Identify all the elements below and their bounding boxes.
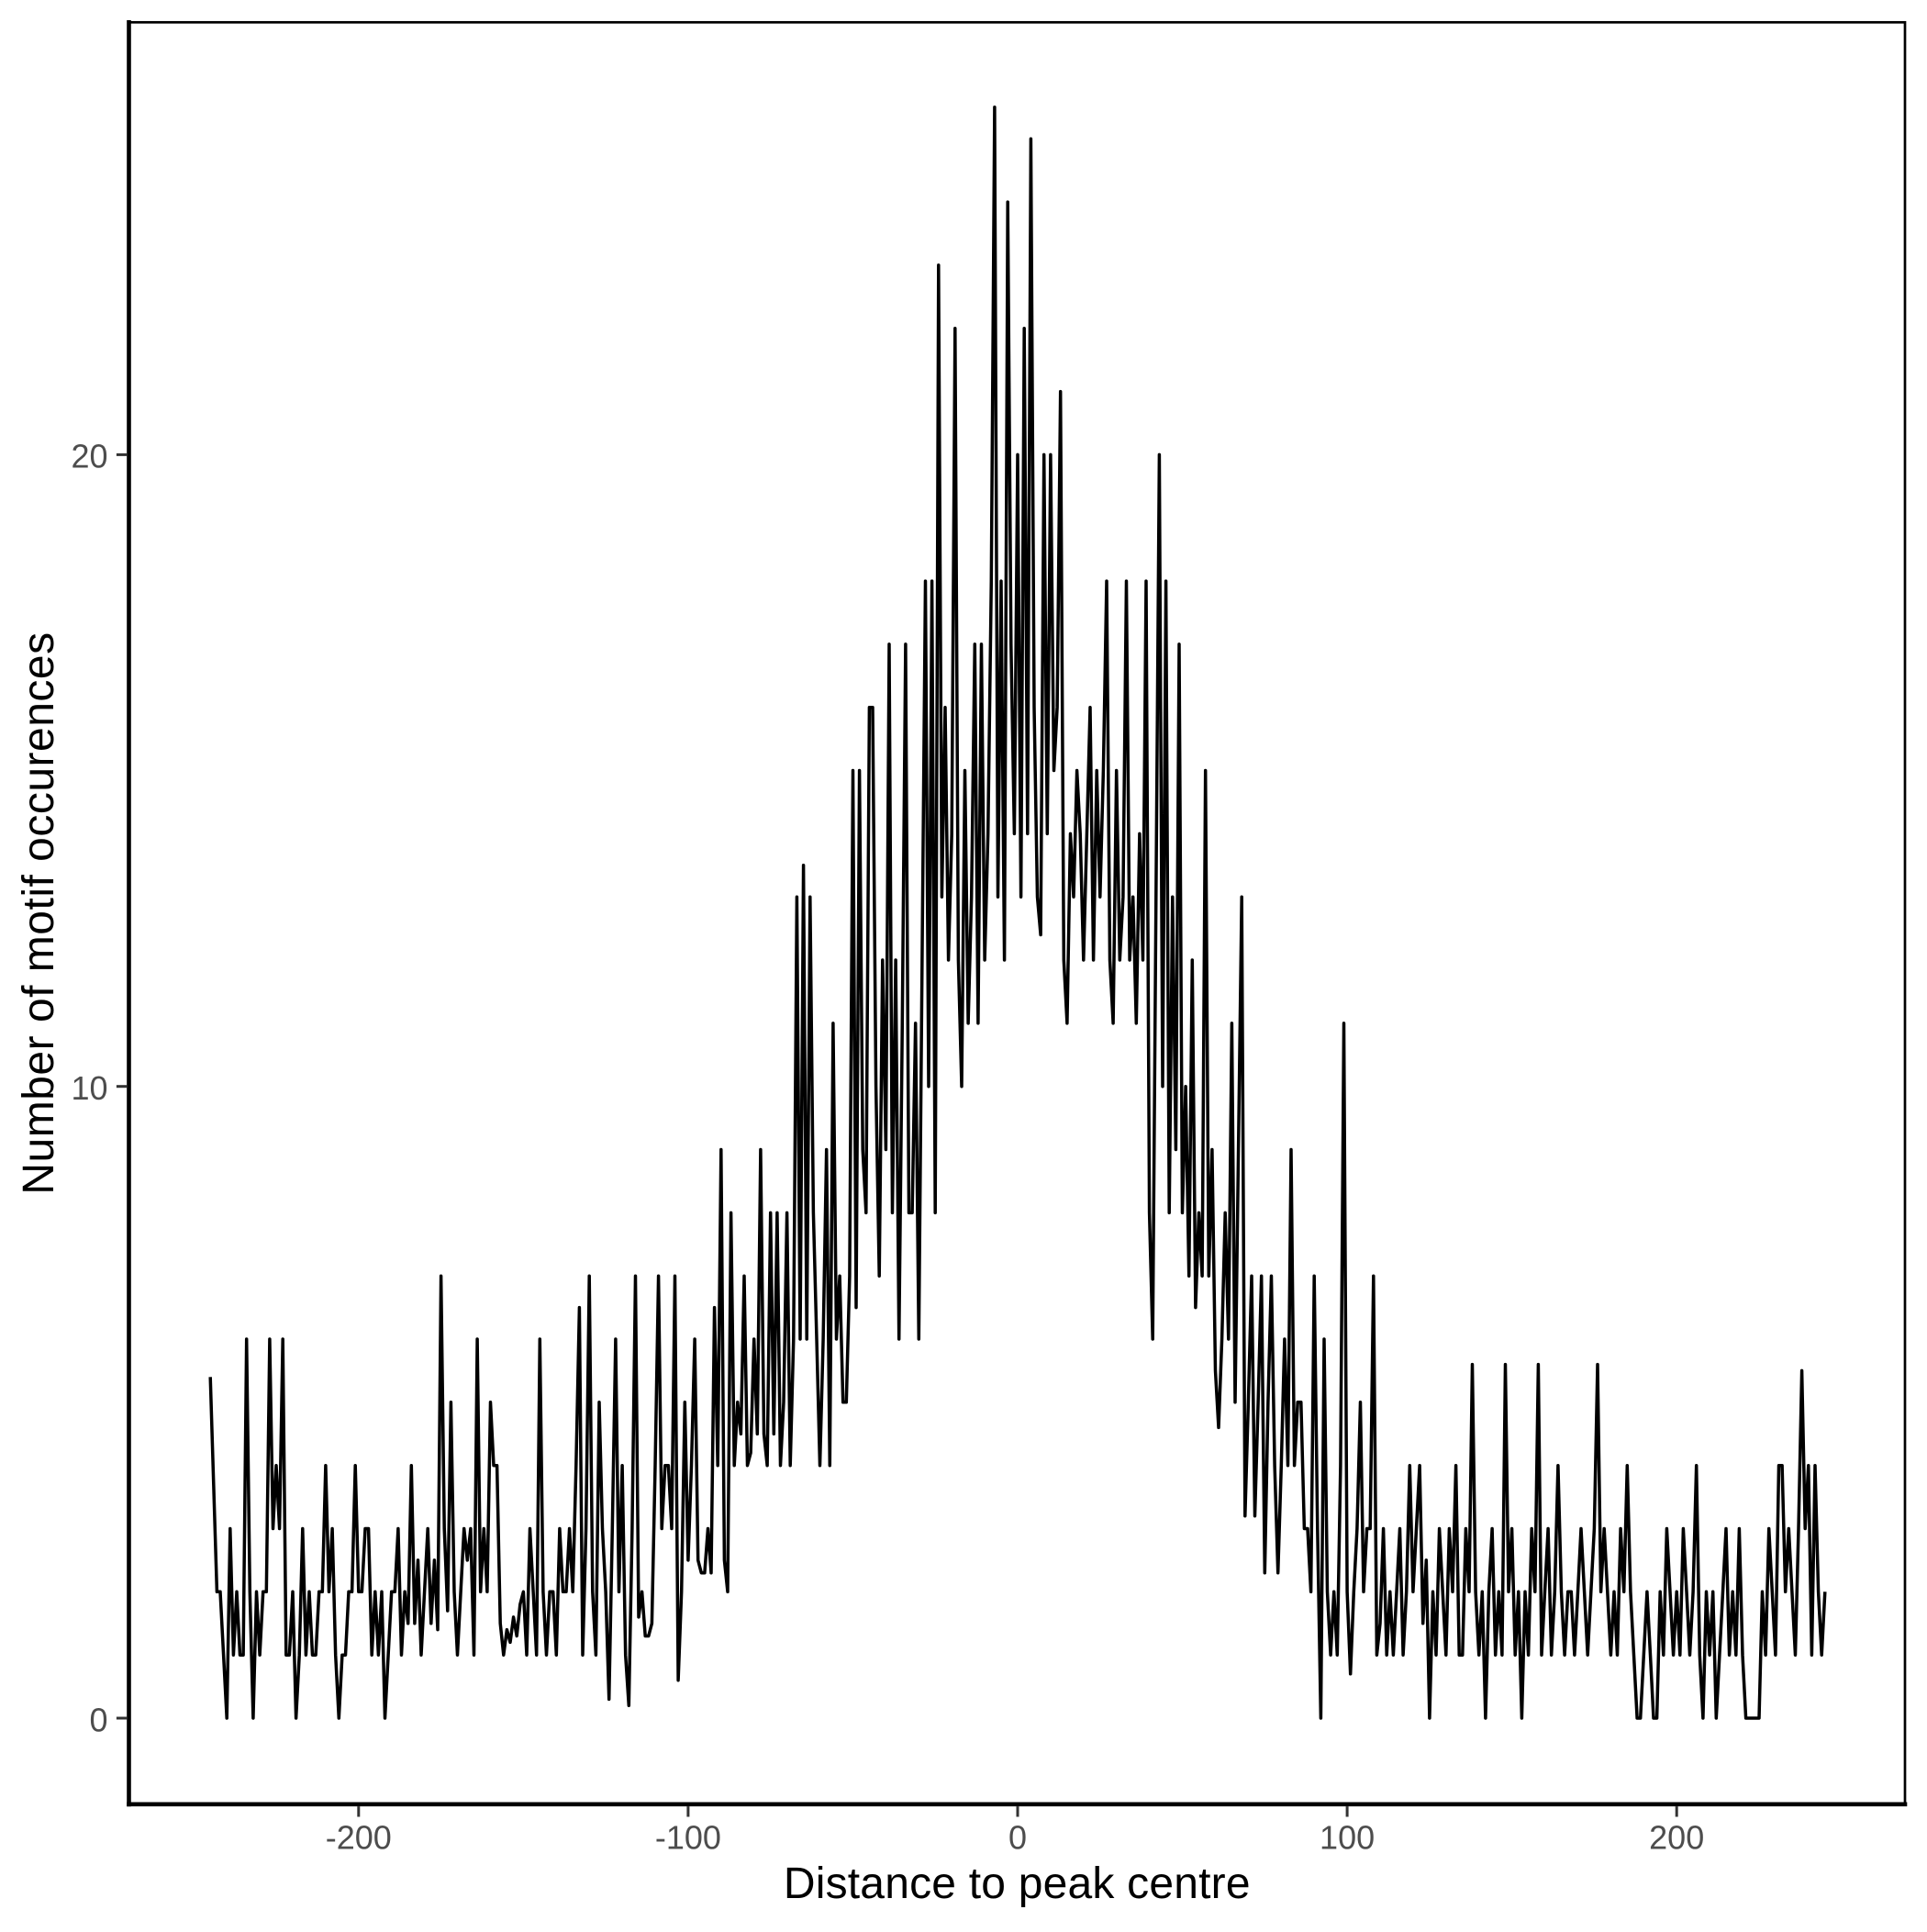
svg-text:Distance to peak centre: Distance to peak centre — [784, 1859, 1251, 1908]
svg-text:10: 10 — [71, 1069, 107, 1107]
svg-text:200: 200 — [1649, 1819, 1704, 1857]
svg-text:0: 0 — [89, 1701, 107, 1738]
svg-text:Number of motif occurences: Number of motif occurences — [15, 631, 63, 1194]
svg-text:-100: -100 — [655, 1819, 721, 1857]
svg-text:100: 100 — [1320, 1819, 1375, 1857]
svg-text:20: 20 — [71, 438, 107, 475]
svg-text:0: 0 — [1008, 1819, 1027, 1857]
svg-text:-200: -200 — [326, 1819, 392, 1857]
